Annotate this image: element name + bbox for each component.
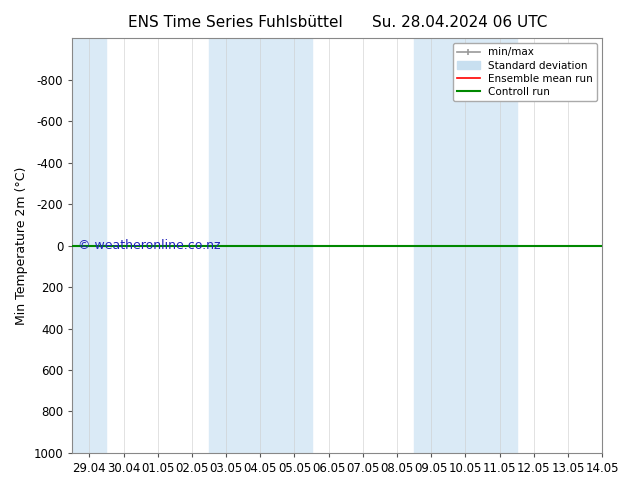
Title: ENS Time Series Fuhlsbüttel      Su. 28.04.2024 06 UTC: ENS Time Series Fuhlsbüttel Su. 28.04.20… <box>127 15 547 30</box>
Text: © weatheronline.co.nz: © weatheronline.co.nz <box>77 239 220 252</box>
Bar <box>209 38 311 453</box>
Y-axis label: Min Temperature 2m (°C): Min Temperature 2m (°C) <box>15 166 28 325</box>
Bar <box>414 38 517 453</box>
Bar <box>72 38 107 453</box>
Legend: min/max, Standard deviation, Ensemble mean run, Controll run: min/max, Standard deviation, Ensemble me… <box>453 43 597 101</box>
